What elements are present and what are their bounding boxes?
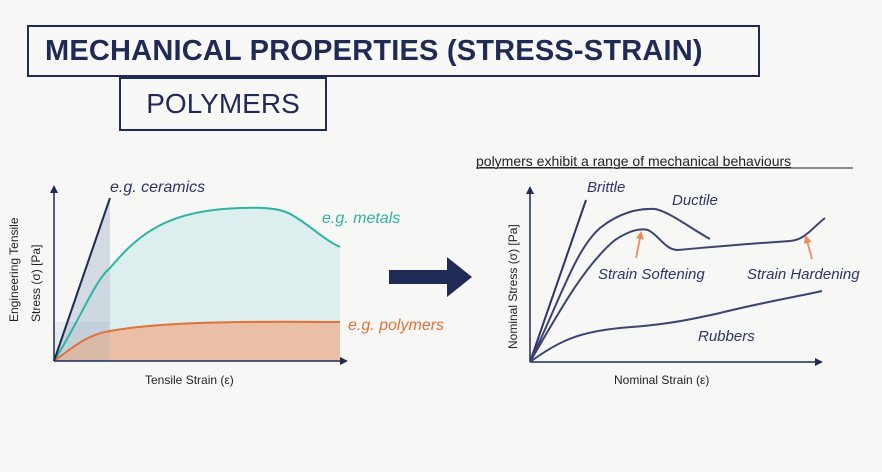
softening-arrow-icon <box>635 231 644 259</box>
label-polymers: e.g. polymers <box>348 317 444 334</box>
label-brittle: Brittle <box>587 179 625 196</box>
title-box: MECHANICAL PROPERTIES (STRESS-STRAIN) <box>27 25 760 77</box>
polymers-fill <box>54 321 340 361</box>
right-chart-heading: polymers exhibit a range of mechanical b… <box>476 153 791 169</box>
subtitle-box: POLYMERS <box>119 77 327 131</box>
label-strain-hardening: Strain Hardening <box>747 266 860 283</box>
brittle-curve <box>529 199 587 363</box>
label-strain-softening: Strain Softening <box>598 266 705 283</box>
right-x-label: Nominal Strain (ε) <box>614 373 709 387</box>
softening-hardening-curve <box>529 217 826 363</box>
page-subtitle: POLYMERS <box>146 88 300 119</box>
ceramics-line <box>53 197 111 362</box>
page-title: MECHANICAL PROPERTIES (STRESS-STRAIN) <box>45 34 703 67</box>
rubbers-curve <box>529 290 823 363</box>
polymers-curve <box>53 320 341 362</box>
right-y-label: Nominal Stress (σ) [Pa] <box>506 224 520 349</box>
label-ductile: Ductile <box>672 192 718 209</box>
ductile-curve <box>529 207 711 363</box>
transition-arrow-icon <box>389 257 472 297</box>
left-y-label-line2: Stress (σ) [Pa] <box>29 245 43 322</box>
right-chart: polymers exhibit a range of mechanical b… <box>476 153 860 387</box>
label-metals: e.g. metals <box>322 210 400 227</box>
label-ceramics: e.g. ceramics <box>110 179 205 196</box>
left-x-label: Tensile Strain (ε) <box>145 373 234 387</box>
metals-curve <box>53 206 341 362</box>
label-rubbers: Rubbers <box>698 328 755 345</box>
left-y-label-line1: Engineering Tensile <box>7 217 21 322</box>
left-chart: e.g. ceramics e.g. metals e.g. polymers … <box>7 179 444 387</box>
hardening-arrow-icon <box>803 235 813 260</box>
